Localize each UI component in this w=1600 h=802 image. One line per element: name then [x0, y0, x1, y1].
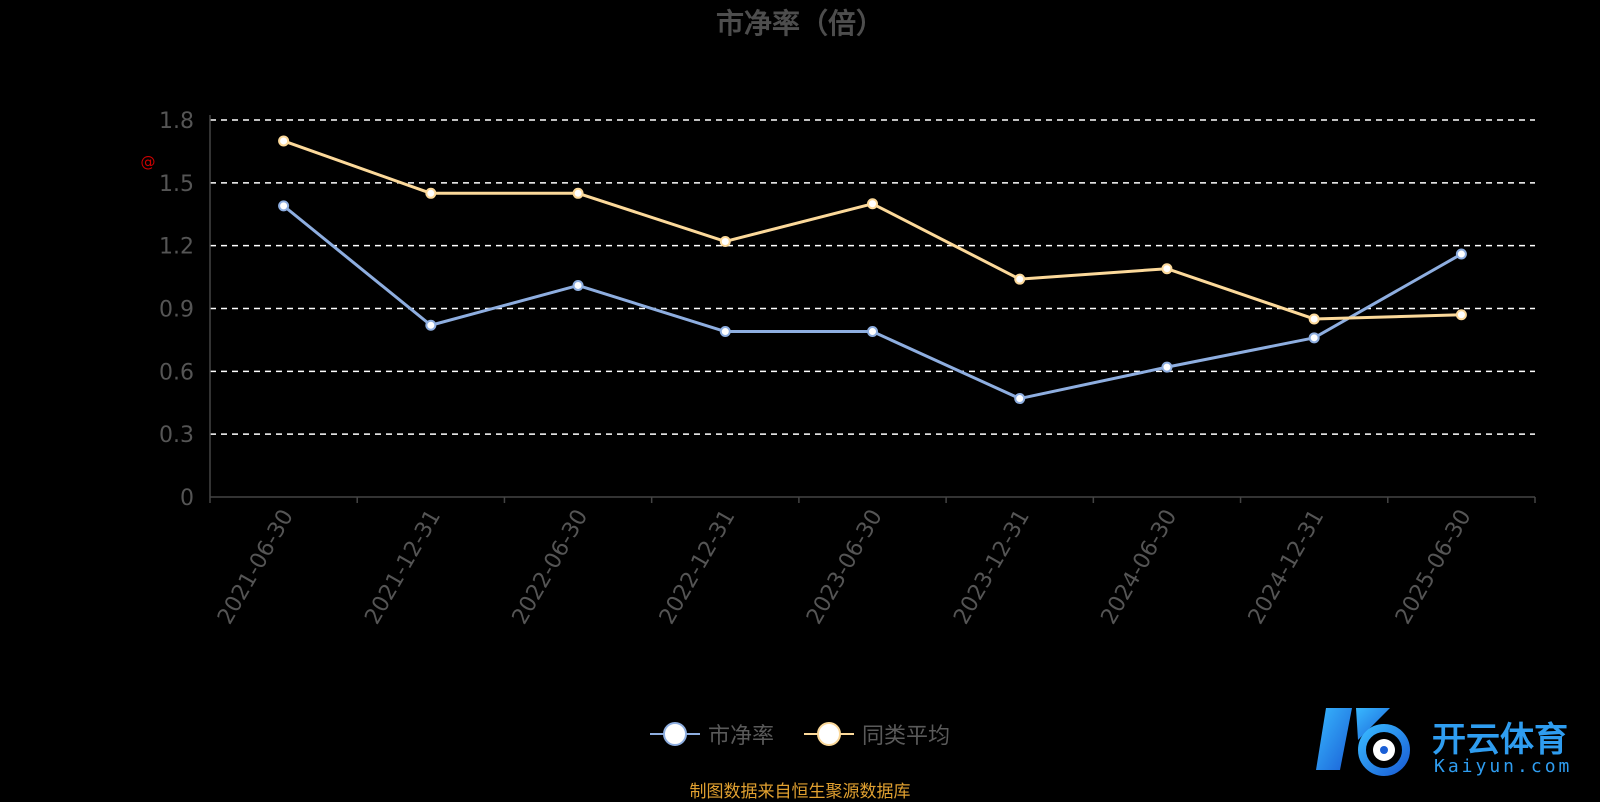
- legend-item-pb[interactable]: 市净率: [649, 718, 774, 750]
- y-tick-label: 0.6: [159, 360, 194, 385]
- x-tick-label: 2022-06-30: [508, 506, 594, 629]
- y-tick-label: 0.3: [159, 423, 194, 448]
- series-line-1: [283, 139, 1462, 321]
- x-tick-label: 2024-12-31: [1244, 506, 1330, 629]
- series-point-0[interactable]: [1455, 248, 1467, 260]
- series-point-1[interactable]: [572, 187, 584, 199]
- x-tick-label: 2025-06-30: [1391, 506, 1477, 629]
- series-point-1[interactable]: [1161, 263, 1173, 275]
- series-point-1[interactable]: [278, 135, 290, 147]
- series-point-0[interactable]: [1014, 393, 1026, 405]
- series-point-1[interactable]: [719, 235, 731, 247]
- x-tick-label: 2023-06-30: [802, 506, 888, 629]
- series-point-1[interactable]: [425, 187, 437, 199]
- series-point-1[interactable]: [1455, 309, 1467, 321]
- y-tick-label: 0: [180, 486, 194, 511]
- brand-url: Kaiyun.com: [1434, 756, 1573, 777]
- axes: 0 0.3 0.6 0.9 1.2 1.5 1.8 2021-06-30 2021-12-31 2…: [159, 109, 1536, 629]
- source-note: 制图数据来自恒生聚源数据库: [689, 782, 911, 802]
- series-point-0[interactable]: [278, 200, 290, 212]
- y-tick-label: 1.2: [159, 235, 194, 260]
- series-layer: [278, 135, 1467, 405]
- series-point-1[interactable]: [1014, 273, 1026, 285]
- y-tick-label: 0.9: [159, 298, 194, 323]
- legend: 市净率 同类平均: [0, 718, 1600, 750]
- series-point-0[interactable]: [867, 326, 878, 338]
- x-tick-label: 2023-12-31: [949, 506, 1035, 629]
- y-tick-label: 1.8: [159, 109, 194, 134]
- x-tick-label: 2024-06-30: [1097, 506, 1183, 629]
- brand-logo-icon: [1316, 708, 1410, 776]
- series-point-0[interactable]: [1308, 332, 1320, 344]
- legend-label-avg: 同类平均: [862, 724, 951, 749]
- series-point-0[interactable]: [425, 319, 437, 331]
- series-point-0[interactable]: [719, 326, 731, 338]
- x-tick-label: 2022-12-31: [655, 506, 741, 629]
- x-tick-label: 2021-12-31: [360, 506, 446, 629]
- series-point-0[interactable]: [1161, 361, 1173, 373]
- y-tick-label: 1.5: [159, 172, 194, 197]
- brand-name: 开云体育: [1432, 720, 1568, 760]
- series-line-0: [282, 204, 1463, 401]
- legend-item-avg[interactable]: 同类平均: [804, 718, 950, 750]
- chart-title: 市净率（倍）: [716, 7, 884, 40]
- watermark: @: [141, 153, 156, 171]
- legend-label-pb: 市净率: [707, 724, 774, 749]
- series-point-1[interactable]: [1308, 313, 1320, 325]
- grid: [210, 119, 1535, 435]
- series-point-1[interactable]: [867, 198, 878, 210]
- legend-swatch-pb-icon: [649, 722, 700, 746]
- series-point-0[interactable]: [572, 279, 584, 291]
- x-tick-label: 2021-06-30: [213, 506, 299, 629]
- legend-swatch-avg-icon: [804, 722, 854, 746]
